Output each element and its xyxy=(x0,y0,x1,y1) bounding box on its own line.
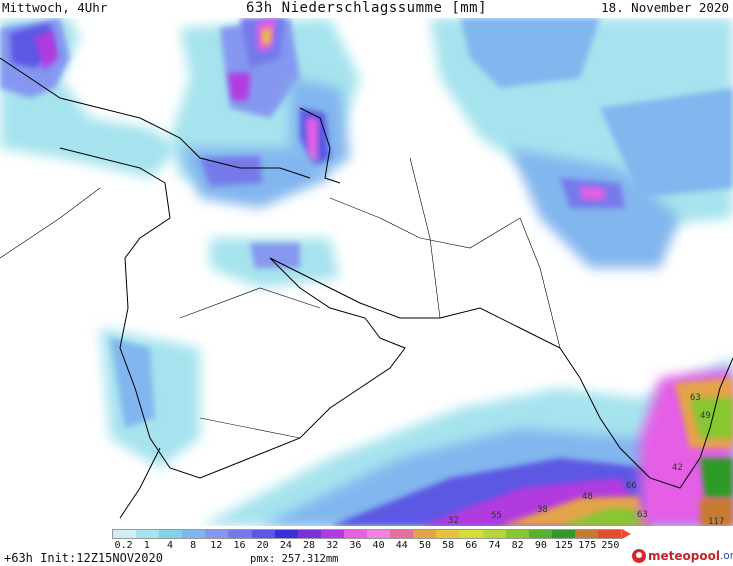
legend-tick-label: 44 xyxy=(395,540,408,551)
map-value-label: 32 xyxy=(448,516,459,526)
legend-tick-label: 24 xyxy=(279,540,292,551)
legend-swatch xyxy=(113,530,137,538)
legend-tick-label: 74 xyxy=(488,540,501,551)
legend-tick-label: 250 xyxy=(601,540,620,551)
legend-tick-label: 36 xyxy=(349,540,362,551)
map-value-label: 49 xyxy=(700,411,711,421)
map-value-label: 48 xyxy=(582,492,593,502)
map-title: 63h Niederschlagssumme [mm] xyxy=(245,0,488,16)
legend-arrow-icon xyxy=(622,529,631,539)
legend-swatch xyxy=(274,530,298,538)
legend-tick-label: 40 xyxy=(372,540,385,551)
logo-name: meteopool xyxy=(648,549,720,563)
legend-swatch xyxy=(574,530,598,538)
legend-tick-label: 28 xyxy=(303,540,316,551)
legend-swatch xyxy=(297,530,321,538)
map-value-label: 42 xyxy=(672,463,683,473)
color-legend xyxy=(112,529,632,539)
precipitation-field xyxy=(0,18,733,526)
legend-tick-label: 125 xyxy=(555,540,574,551)
meteopool-logo: meteopool.org xyxy=(632,548,733,564)
map-value-label: 66 xyxy=(626,481,637,491)
legend-tick-label: 90 xyxy=(534,540,547,551)
legend-tick-label: 16 xyxy=(233,540,246,551)
legend-tick-label: 1 xyxy=(143,540,150,551)
legend-swatch xyxy=(320,530,344,538)
country-borders xyxy=(0,157,561,439)
init-time-label: +63h Init:12Z15NOV2020 xyxy=(4,551,163,565)
legend-swatch xyxy=(413,530,437,538)
legend-tick-label: 175 xyxy=(578,540,597,551)
forecast-time-label: Mittwoch, 4Uhr xyxy=(2,0,108,15)
legend-swatch xyxy=(228,530,252,538)
coastlines xyxy=(0,57,733,519)
legend-tick-label: 58 xyxy=(442,540,455,551)
legend-swatch xyxy=(205,530,229,538)
legend-swatch xyxy=(367,530,391,538)
legend-swatch xyxy=(136,530,160,538)
legend-swatch xyxy=(597,530,622,538)
legend-tick-label: 20 xyxy=(256,540,269,551)
legend-swatch xyxy=(436,530,460,538)
legend-tick-label: 4 xyxy=(166,540,173,551)
meteopool-logo-icon xyxy=(632,549,646,563)
legend-tick-label: 0.2 xyxy=(114,540,133,551)
legend-swatch xyxy=(459,530,483,538)
legend-swatch xyxy=(505,530,529,538)
color-legend-bar xyxy=(112,529,622,539)
legend-swatch xyxy=(159,530,183,538)
legend-swatch xyxy=(482,530,506,538)
legend-tick-label: 50 xyxy=(418,540,431,551)
precipitation-map: 63 42 66 48 55 38 63 117 32 49 xyxy=(0,18,733,526)
map-value-label: 117 xyxy=(708,517,724,526)
legend-tick-label: 66 xyxy=(465,540,478,551)
legend-tick-label: 8 xyxy=(190,540,197,551)
legend-swatch xyxy=(390,530,414,538)
map-value-label: 63 xyxy=(690,393,701,403)
forecast-date-label: 18. November 2020 xyxy=(601,0,729,15)
map-value-labels: 63 42 66 48 55 38 63 117 32 49 xyxy=(448,393,724,526)
legend-tick-label: 12 xyxy=(210,540,223,551)
legend-swatch xyxy=(343,530,368,538)
legend-swatch xyxy=(551,530,575,538)
map-value-label: 38 xyxy=(537,505,548,515)
max-precip-label: pmx: 257.312mm xyxy=(250,553,339,565)
legend-tick-label: 82 xyxy=(511,540,524,551)
legend-swatch xyxy=(182,530,206,538)
map-value-label: 55 xyxy=(491,511,502,521)
legend-ticks: 0.2 1 4 8 12 16 20 24 28 32 36 40 44 50 58 66 74 82 90 125 1… xyxy=(112,540,632,552)
legend-swatch xyxy=(528,530,552,538)
legend-swatch xyxy=(251,530,275,538)
map-value-label: 63 xyxy=(637,510,648,520)
legend-tick-label: 32 xyxy=(326,540,339,551)
logo-tld: .org xyxy=(719,550,733,562)
